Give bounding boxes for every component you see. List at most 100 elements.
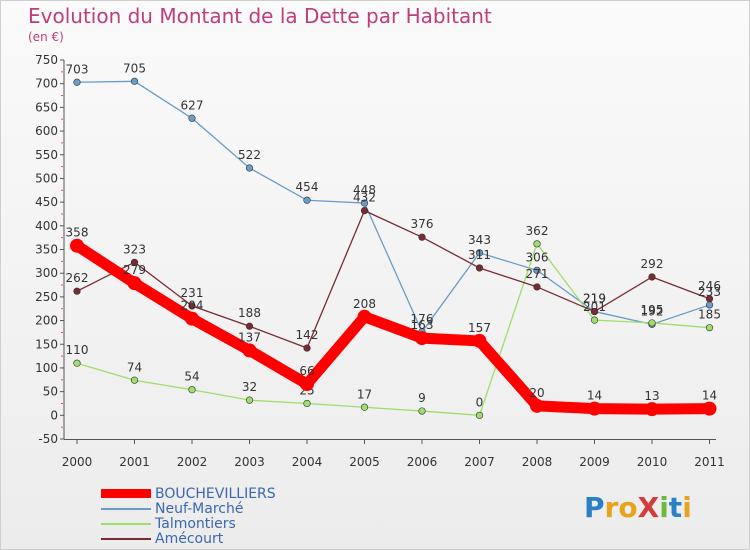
data-label: 358	[66, 226, 89, 240]
logo-letter: X	[637, 491, 660, 524]
data-point	[245, 396, 254, 404]
data-label: 74	[127, 360, 142, 374]
data-point	[130, 258, 139, 266]
data-label: 705	[123, 61, 146, 75]
data-label: 110	[66, 343, 89, 357]
data-label: 231	[181, 286, 204, 300]
x-tick-label: 2007	[464, 455, 495, 469]
data-label: 219	[583, 292, 606, 306]
data-label: 306	[526, 250, 549, 264]
series-line-talmontiers	[76, 243, 711, 416]
data-label: 142	[296, 328, 319, 342]
data-point	[73, 287, 81, 295]
y-tick-label: 150	[35, 337, 58, 351]
data-label: 17	[357, 387, 372, 401]
data-point	[475, 264, 484, 272]
series-line-bouchevilliers	[71, 240, 715, 415]
data-label: 262	[66, 271, 89, 285]
data-point	[185, 311, 199, 326]
data-point	[472, 333, 487, 348]
legend-item: BOUCHEVILLIERS	[101, 486, 276, 501]
legend-swatch	[101, 489, 151, 498]
x-tick-label: 2001	[119, 455, 150, 469]
data-label: 279	[123, 263, 146, 277]
data-point	[705, 295, 714, 303]
data-label: 448	[353, 183, 376, 197]
y-tick-label: 550	[35, 148, 58, 162]
data-point	[73, 359, 81, 367]
legend-label: Neuf-Marché	[155, 500, 244, 517]
y-tick-label: 250	[35, 290, 58, 304]
data-point	[303, 344, 311, 352]
logo-letter: i	[682, 491, 692, 524]
data-point	[245, 322, 254, 330]
data-label: 201	[583, 300, 606, 314]
data-point	[705, 324, 714, 332]
x-tick-label: 2003	[234, 455, 265, 469]
data-label: 163	[411, 318, 434, 332]
data-label: 188	[238, 306, 261, 320]
legend-label: Amécourt	[155, 530, 224, 547]
data-point	[533, 266, 541, 274]
data-label: 14	[587, 389, 602, 403]
legend-item: Talmontiers	[101, 516, 276, 531]
data-label: 233	[698, 285, 721, 299]
data-point	[130, 77, 139, 85]
data-point	[360, 199, 369, 207]
data-point	[590, 316, 599, 324]
data-point	[360, 207, 369, 215]
series-line-neuf-march-	[76, 80, 711, 333]
logo-letter: i	[659, 491, 669, 524]
x-tick-label: 2008	[522, 455, 553, 469]
data-point	[245, 164, 254, 172]
x-tick-label: 2009	[579, 455, 610, 469]
data-label: 54	[184, 370, 199, 384]
data-label: 271	[526, 267, 549, 281]
logo-letter: r	[604, 491, 619, 524]
legend-swatch	[101, 507, 151, 510]
data-label: 376	[411, 217, 434, 231]
data-label: 311	[468, 248, 491, 262]
y-tick-label: 700	[35, 77, 58, 91]
data-label: 362	[526, 224, 549, 238]
y-tick-label: 300	[35, 266, 58, 280]
y-tick-label: 500	[35, 171, 58, 185]
series-line-am-court	[76, 210, 711, 349]
data-point	[73, 78, 81, 86]
x-tick-label: 2000	[62, 455, 93, 469]
data-label: 208	[353, 297, 376, 311]
data-point	[645, 402, 659, 417]
x-tick-label: 2010	[637, 455, 668, 469]
data-label: 432	[353, 191, 376, 205]
data-label: 292	[641, 257, 664, 271]
y-tick-label: 400	[35, 219, 58, 233]
data-point	[530, 398, 544, 413]
data-point	[360, 403, 369, 411]
data-label: 522	[238, 148, 261, 162]
data-point	[130, 376, 139, 384]
y-tick-label: 650	[35, 100, 58, 114]
y-tick-label: -50	[38, 432, 58, 446]
x-tick-label: 2011	[694, 455, 725, 469]
y-tick-label: 50	[43, 385, 58, 399]
data-point	[418, 407, 426, 415]
data-point	[303, 399, 311, 408]
data-label: 192	[641, 304, 664, 318]
data-point	[127, 276, 142, 291]
x-tick-label: 2002	[177, 455, 208, 469]
proxiti-logo: ProXiti	[584, 491, 692, 524]
y-tick-label: 0	[50, 408, 58, 422]
legend-swatch	[101, 537, 151, 540]
data-label: 246	[698, 279, 721, 293]
logo-letter: P	[584, 491, 605, 524]
data-point	[188, 302, 196, 310]
data-point	[587, 401, 602, 416]
data-label: 32	[242, 380, 257, 394]
x-tick-label: 2006	[407, 455, 438, 469]
data-label: 343	[468, 233, 491, 247]
y-tick-label: 450	[35, 195, 58, 209]
y-tick-label: 600	[35, 124, 58, 138]
data-label: 219	[583, 292, 606, 306]
